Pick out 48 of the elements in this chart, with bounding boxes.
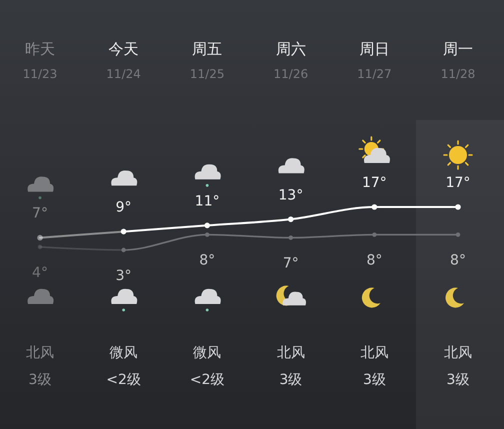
x-tick-label: 周一 — [443, 40, 473, 58]
text: 微风 — [110, 345, 138, 361]
point — [372, 232, 377, 237]
x-tick-label: 昨天 — [25, 40, 55, 58]
data-label: 4° — [32, 264, 48, 281]
data-label: 11° — [194, 193, 220, 210]
point — [38, 244, 42, 250]
data-label: 17° — [446, 175, 470, 191]
text: 3级 — [28, 372, 52, 388]
data-label: 8° — [450, 252, 466, 269]
text: 11/24 — [106, 67, 141, 81]
point — [456, 232, 460, 237]
point — [288, 236, 293, 240]
data-label: 7° — [32, 206, 48, 222]
text: 北风 — [360, 345, 388, 361]
data-label: 17° — [362, 175, 387, 191]
text: 11/25 — [190, 67, 224, 81]
x-tick-label: 今天 — [108, 40, 139, 58]
text: 北风 — [276, 345, 305, 361]
point — [121, 248, 126, 252]
point — [204, 222, 210, 228]
text: 11/27 — [357, 67, 392, 81]
text: 3级 — [446, 372, 470, 388]
text: 11/28 — [440, 67, 476, 81]
x-tick-label: 周六 — [276, 40, 306, 58]
data-label: 8° — [199, 252, 216, 269]
text: 3级 — [362, 372, 386, 388]
point — [288, 216, 294, 222]
point — [205, 232, 210, 237]
data-label: 7° — [282, 256, 299, 272]
text: 微风 — [193, 345, 222, 361]
text: <2级 — [190, 372, 225, 388]
data-label: 13° — [278, 187, 304, 204]
text: 北风 — [444, 345, 472, 361]
data-label: 9° — [116, 200, 132, 216]
point — [455, 204, 461, 210]
x-tick-label: 周五 — [192, 40, 222, 58]
point — [37, 234, 43, 241]
text: <2级 — [106, 372, 141, 388]
text: 3级 — [279, 372, 302, 388]
data-label: 3° — [116, 268, 132, 284]
text: 北风 — [26, 345, 54, 361]
point — [372, 204, 378, 210]
text: 11/23 — [22, 67, 58, 81]
x-tick-label: 周日 — [359, 40, 390, 58]
point — [120, 228, 126, 234]
data-label: 8° — [366, 252, 382, 269]
text: 11/26 — [274, 67, 308, 81]
